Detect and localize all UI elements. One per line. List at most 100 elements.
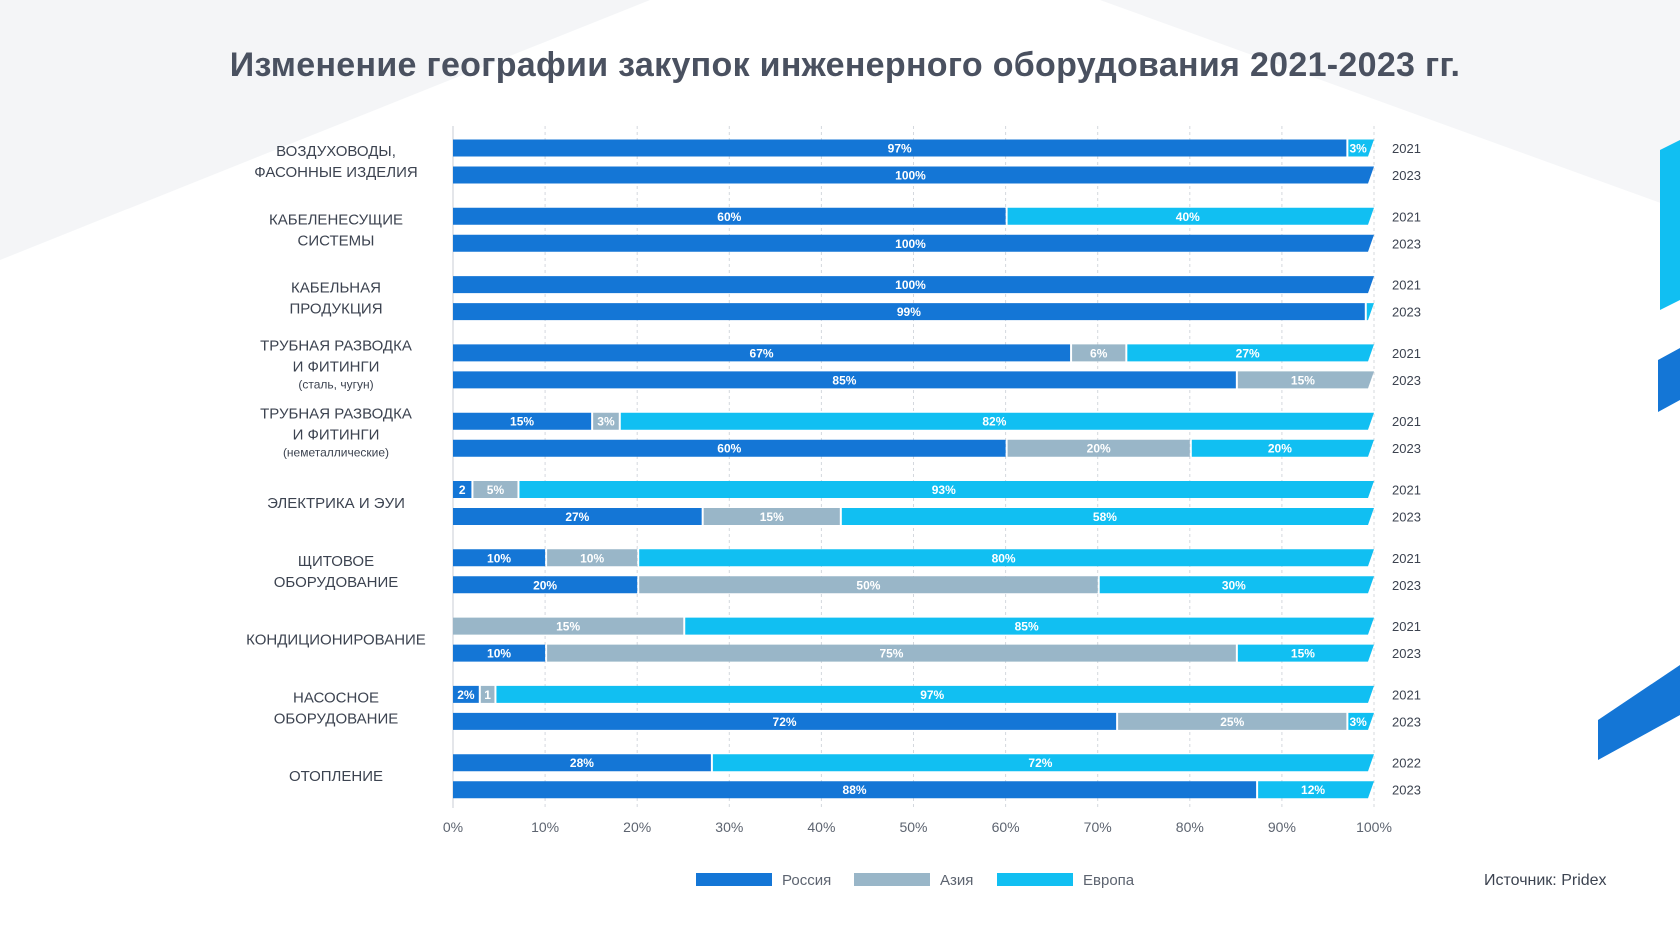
x-tick-label: 20% [623,819,651,835]
bar-segment-europe [1007,207,1374,225]
bar-segment-russia [453,644,546,662]
bar-segment-russia [453,412,592,430]
category-label: КАБЕЛЕНЕСУЩИЕ [269,211,403,228]
year-label: 2021 [1392,619,1421,634]
bar-segment-europe [1237,644,1374,662]
legend-item-asia: Азия [854,872,973,889]
category-label: ЭЛЕКТРИКА И ЭУИ [267,495,405,512]
bar-segment-europe [639,549,1374,567]
category-label: ОБОРУДОВАНИЕ [274,710,399,727]
bar-segment-asia [547,549,638,567]
data-label: 40% [1176,210,1200,224]
bar-segment-russia [453,685,479,703]
accent-stripe-blue [1598,665,1680,760]
bar-segment-russia [453,508,702,525]
year-label: 2023 [1392,578,1421,593]
bar-segment-europe [496,685,1374,703]
category-label: КАБЕЛЬНАЯ [291,280,381,297]
bar-segment-asia [639,576,1098,594]
year-label: 2023 [1392,236,1421,251]
category-sublabel: (сталь, чугун) [298,377,373,391]
bar-segment-asia [473,481,518,498]
x-tick-label: 90% [1268,819,1296,835]
data-label: 99% [897,305,921,319]
bar-segment-europe [1127,344,1374,362]
data-label: 12% [1301,783,1325,797]
category-label: ОТОПЛЕНИЕ [289,768,383,785]
x-tick-label: 70% [1084,819,1112,835]
year-label: 2023 [1392,510,1421,525]
data-label: 30% [1222,578,1246,592]
data-label: 27% [565,510,589,524]
data-label: 5% [487,483,505,497]
bar-segment-russia [453,207,1006,225]
bar-segment-russia [453,481,472,498]
category-label: ОБОРУДОВАНИЕ [274,574,399,591]
data-label: 10% [487,551,511,565]
data-label: 20% [533,578,557,592]
bar-segment-russia [453,371,1236,389]
year-label: 2021 [1392,414,1421,429]
data-label: 2 [459,483,466,497]
data-label: 85% [1015,620,1039,634]
bar-segment-asia [453,617,684,635]
category-label: И ФИТИНГИ [293,358,380,375]
year-label: 2023 [1392,783,1421,798]
bg-shape-left [0,0,650,260]
year-label: 2023 [1392,441,1421,456]
data-label: 67% [750,346,774,360]
category-sublabel: (неметаллические) [283,446,389,460]
bar-segment-asia [547,644,1236,662]
x-tick-label: 30% [715,819,743,835]
bar-segment-asia [1237,371,1374,389]
bar-segment-europe [1366,303,1374,321]
data-label: 100% [895,169,926,183]
x-tick-label: 10% [531,819,559,835]
data-label: 60% [717,210,741,224]
year-label: 2021 [1392,278,1421,293]
year-label: 2023 [1392,646,1421,661]
data-label: 20% [1087,442,1111,456]
data-label: 93% [932,483,956,497]
bar-segment-russia [453,234,1374,252]
bar-segment-asia [1072,344,1126,362]
year-label: 2021 [1392,483,1421,498]
data-label: 25% [1220,715,1244,729]
data-label: 97% [920,688,944,702]
legend-item-europe: Европа [997,872,1134,889]
bar-segment-europe [620,412,1374,430]
legend-label-russia: Россия [782,872,832,889]
data-label: 2% [457,688,475,702]
data-label: 15% [556,620,580,634]
bar-segment-russia [453,276,1374,294]
x-tick-label: 80% [1176,819,1204,835]
data-label: 100% [895,237,926,251]
bar-segment-russia [453,781,1257,799]
data-label: 97% [888,142,912,156]
data-label: 10% [580,551,604,565]
year-label: 2022 [1392,756,1421,771]
bar-segment-russia [453,576,638,594]
data-label: 28% [570,756,594,770]
year-label: 2023 [1392,714,1421,729]
bar-segment-asia [593,412,619,430]
category-label: ВОЗДУХОВОДЫ, [276,143,396,160]
data-label: 1 [484,688,491,702]
bar-segment-russia [453,439,1006,457]
legend-swatch-asia [854,873,930,886]
x-tick-label: 100% [1356,819,1392,835]
bar-segment-russia [453,139,1347,157]
category-label: ТРУБНАЯ РАЗВОДКА [260,406,412,423]
year-label: 2021 [1392,687,1421,702]
data-label: 50% [856,578,880,592]
bar-segment-russia [453,754,711,772]
data-label: 75% [879,647,903,661]
data-label: 3% [597,415,615,429]
bar-segment-asia [703,508,840,525]
category-label: И ФИТИНГИ [293,427,380,444]
data-label: 15% [760,510,784,524]
data-label: 15% [510,415,534,429]
data-label: 27% [1236,346,1260,360]
data-label: 80% [992,551,1016,565]
